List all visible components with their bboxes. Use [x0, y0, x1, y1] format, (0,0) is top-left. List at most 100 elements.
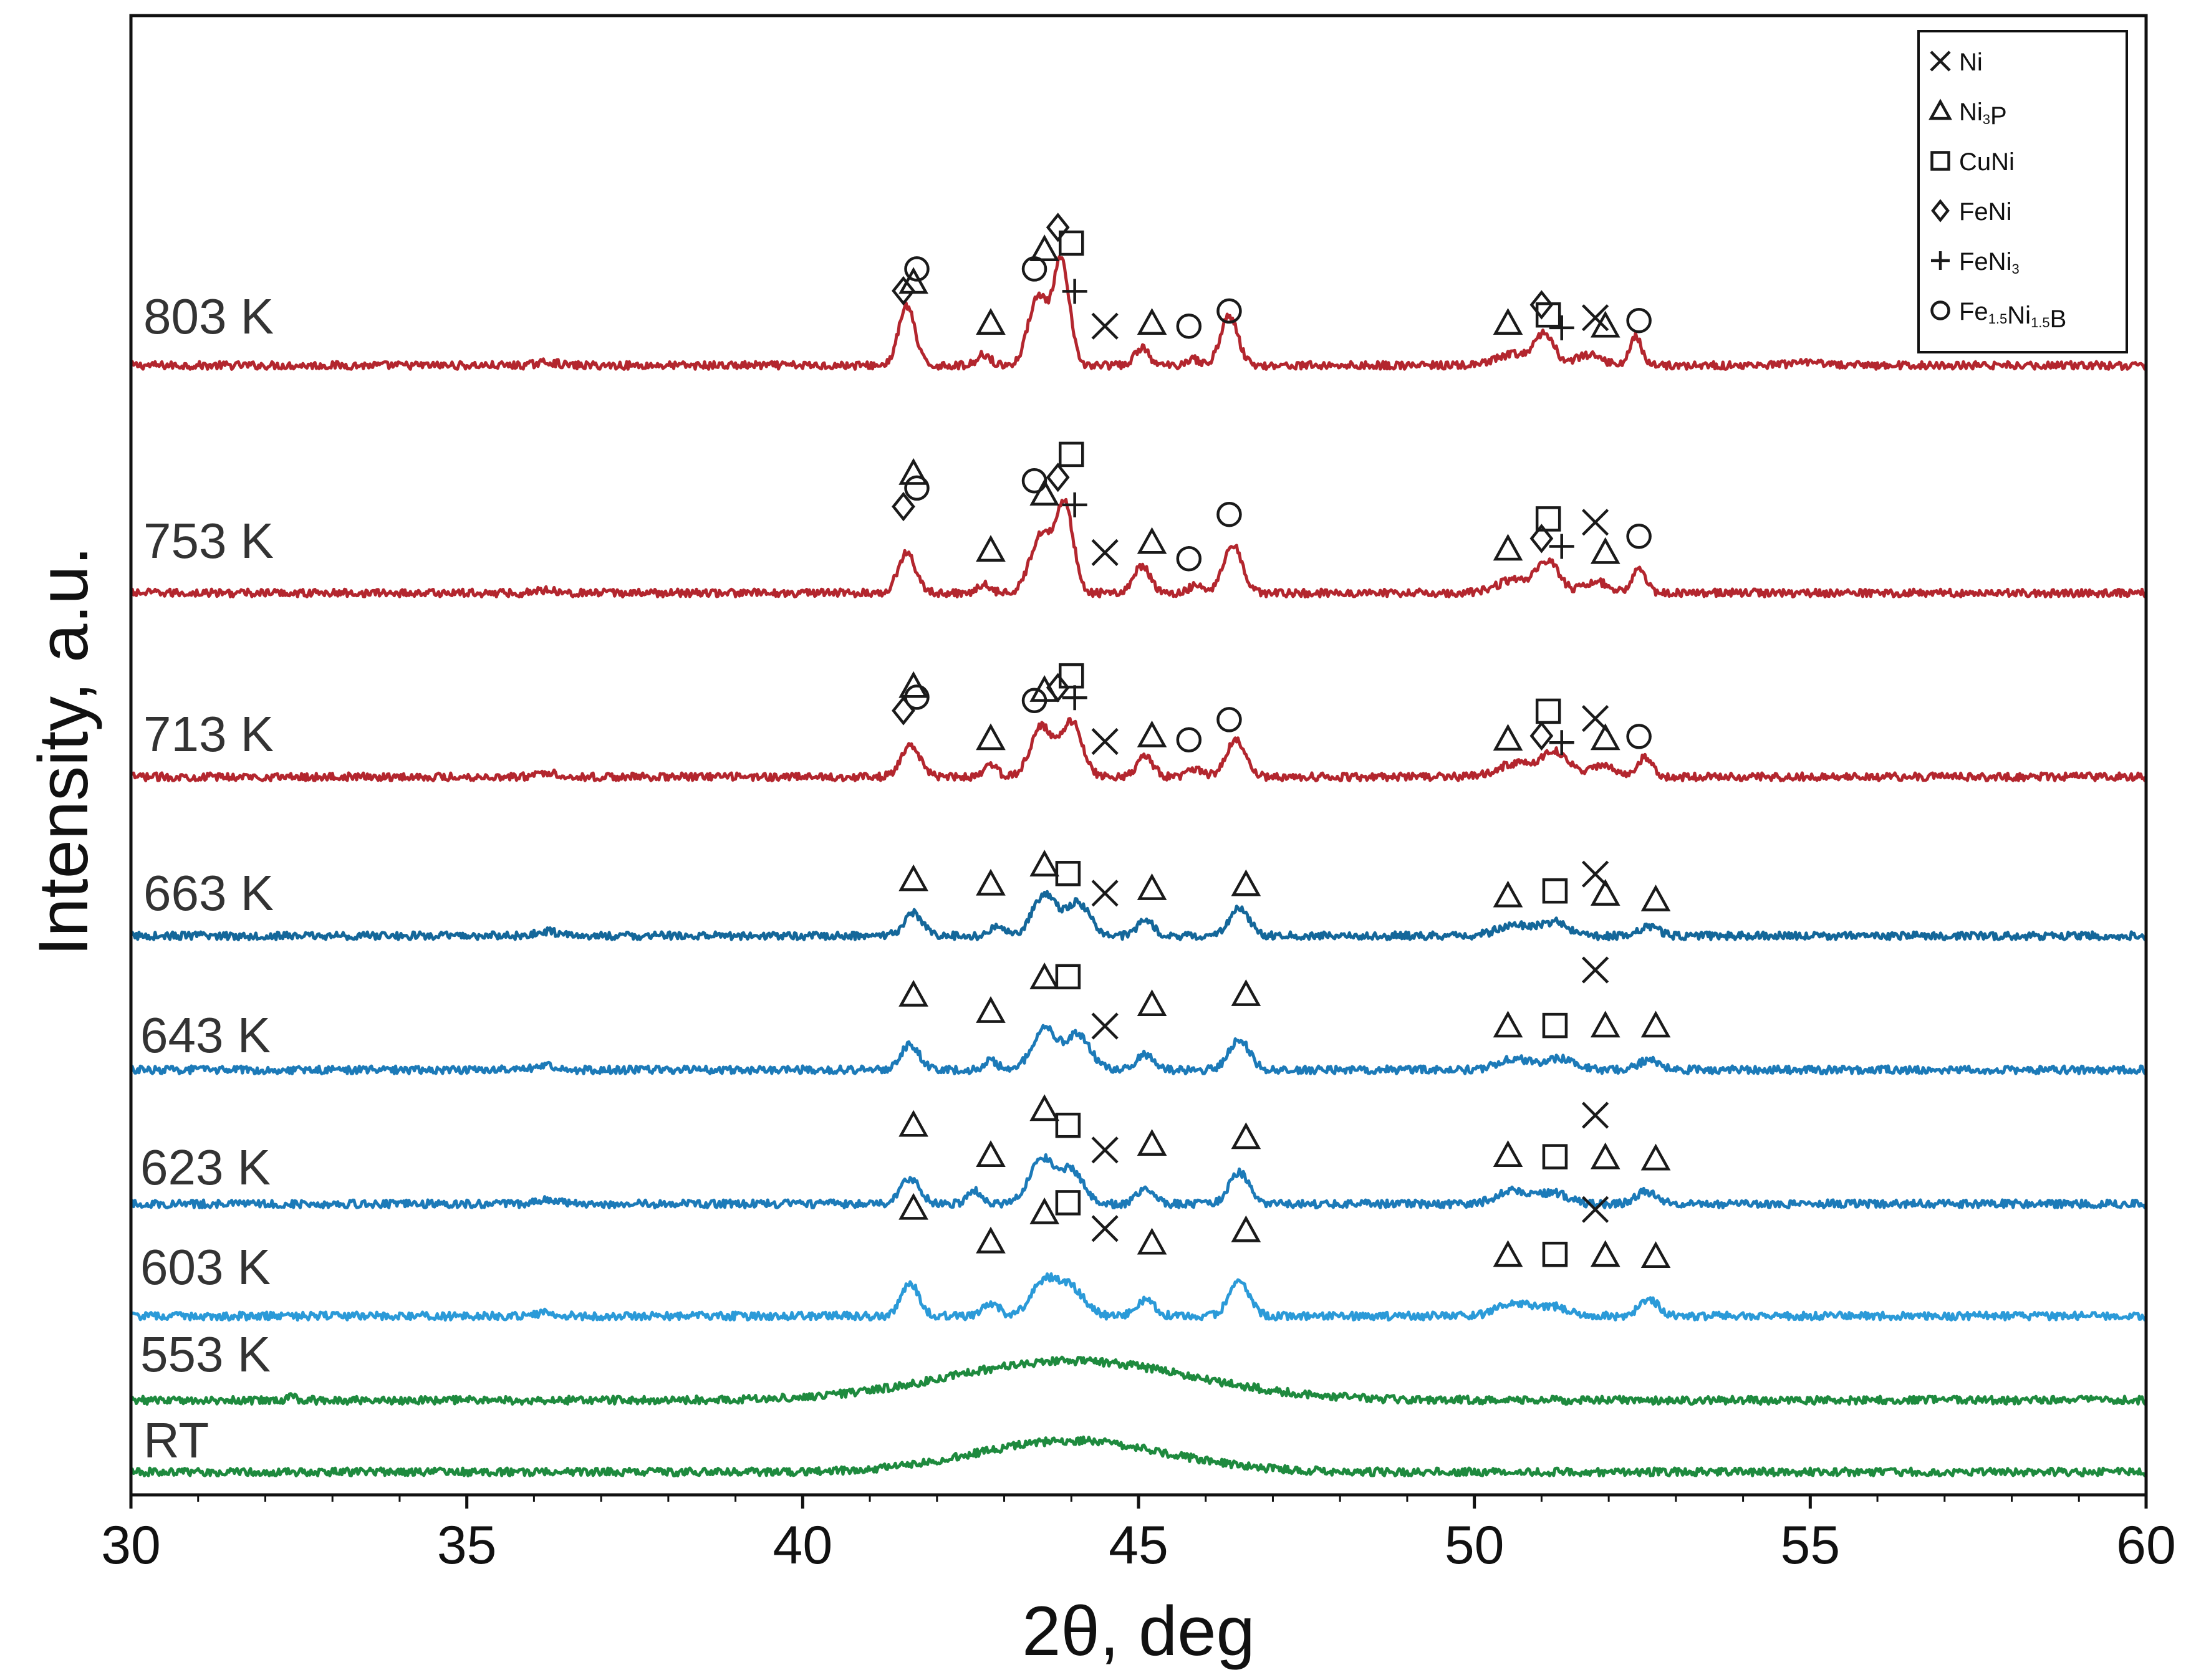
trace-label: 623 K	[140, 1140, 271, 1195]
feni-marker	[1046, 673, 1070, 703]
ni3p-marker	[1137, 308, 1167, 335]
feni3-marker	[1062, 492, 1087, 517]
cuni-marker	[1542, 1241, 1568, 1267]
x-tick-label: 35	[437, 1515, 497, 1575]
ni3p-marker	[1590, 878, 1620, 906]
trace-rt	[130, 1435, 2148, 1477]
ni3p-marker	[1493, 1240, 1523, 1267]
trace-713-k	[129, 717, 2148, 782]
fe15ni15b-marker	[1176, 727, 1202, 753]
fe15ni15b-marker	[1176, 546, 1202, 572]
ni3p-marker	[1493, 724, 1523, 751]
feni3-marker	[1062, 279, 1087, 304]
cuni-marker	[1059, 663, 1084, 689]
legend-marker-triangle	[1929, 98, 1952, 120]
ni3p-marker	[1231, 869, 1261, 896]
feni-marker	[1529, 290, 1554, 320]
ni-marker	[1091, 1136, 1119, 1164]
ni-marker	[1581, 304, 1609, 332]
trace-553-k	[130, 1355, 2148, 1406]
ni3p-marker	[1029, 1094, 1059, 1121]
ni3p-marker	[1640, 1010, 1671, 1038]
cuni-marker	[1055, 1112, 1081, 1138]
x-tick-label: 40	[773, 1515, 832, 1575]
fe15ni15b-marker	[1176, 313, 1202, 339]
legend-marker-circle	[1930, 300, 1950, 320]
ni3p-marker	[976, 723, 1006, 751]
ni3p-marker	[1137, 1129, 1167, 1156]
ni3p-marker	[976, 868, 1006, 896]
ni3p-marker	[1493, 880, 1523, 908]
trace-643-k	[130, 1024, 2148, 1075]
ni3p-marker	[1590, 1010, 1620, 1038]
feni-marker	[892, 696, 915, 726]
trace-label: 663 K	[143, 865, 274, 921]
fe15ni15b-marker	[1626, 307, 1652, 334]
ni-marker	[1581, 1196, 1609, 1223]
ni3p-marker	[976, 1140, 1006, 1168]
feni-marker	[1046, 463, 1070, 492]
cuni-marker	[1055, 1190, 1081, 1216]
feni-marker	[1046, 213, 1070, 242]
ni-marker	[1091, 880, 1119, 907]
ni3p-marker	[898, 1193, 928, 1220]
ni3p-marker	[1231, 1215, 1261, 1242]
ni3p-marker	[1640, 884, 1671, 911]
fe15ni15b-marker	[904, 684, 930, 710]
ni-marker	[1581, 1102, 1609, 1129]
ni3p-marker	[1137, 989, 1167, 1017]
ni3p-marker	[1590, 310, 1620, 338]
ni3p-marker	[1493, 308, 1523, 335]
ni-marker	[1091, 539, 1119, 566]
x-tick-label: 50	[1445, 1515, 1505, 1575]
feni-marker	[1529, 524, 1554, 554]
legend-label: Fe1.5Ni1.5B	[1959, 298, 2066, 333]
legend-marker-plus	[1931, 251, 1950, 270]
trace-753-k	[129, 497, 2148, 598]
legend-marker-x	[1930, 50, 1951, 72]
feni3-marker	[1549, 730, 1574, 756]
ni3p-marker	[898, 979, 928, 1007]
x-tick-label: 30	[101, 1515, 161, 1575]
ni3p-marker	[1493, 1140, 1523, 1168]
cuni-marker	[1542, 1012, 1568, 1039]
legend-marker-diamond	[1931, 199, 1950, 223]
cuni-marker	[1059, 441, 1084, 468]
ni3p-marker	[1137, 527, 1167, 554]
ni3p-marker	[976, 996, 1006, 1023]
ni-marker	[1581, 509, 1609, 536]
ni3p-marker	[1590, 1240, 1620, 1267]
fe15ni15b-marker	[1216, 707, 1242, 732]
phase-markers-layer	[892, 213, 1671, 1269]
ni3p-marker	[1493, 1010, 1523, 1038]
ni3p-marker	[1029, 850, 1059, 877]
feni-marker	[892, 491, 915, 522]
feni-marker	[892, 276, 915, 306]
ni3p-marker	[1493, 534, 1523, 561]
fe15ni15b-marker	[1626, 724, 1652, 749]
trace-label: 753 K	[143, 513, 274, 569]
fe15ni15b-marker	[904, 475, 930, 501]
ni3p-marker	[1029, 479, 1059, 506]
legend-label: FeNi	[1959, 198, 2011, 226]
traces-layer	[129, 255, 2148, 1477]
x-tick-label: 60	[2116, 1515, 2176, 1575]
cuni-marker	[1542, 1144, 1568, 1169]
feni-marker	[1529, 721, 1554, 751]
ni3p-marker	[1590, 537, 1620, 564]
cuni-marker	[1059, 230, 1084, 256]
ni3p-marker	[976, 1226, 1006, 1254]
trace-labels-layer: 803 K 753 K 713 K 663 K 643 K 623 K 603 K 553 K…	[140, 289, 274, 1468]
cuni-marker	[1535, 302, 1561, 328]
legend-label: FeNi3	[1959, 248, 2020, 277]
trace-label: 553 K	[140, 1327, 271, 1382]
feni3-marker	[1549, 534, 1574, 559]
feni3-marker	[1062, 685, 1087, 711]
plot-frame	[129, 14, 2148, 1497]
ni3p-marker	[1137, 720, 1167, 747]
x-axis-title: 2θ, deg	[1022, 1592, 1255, 1670]
legend-label: Ni3P	[1959, 98, 2007, 130]
fe15ni15b-marker	[1216, 298, 1242, 324]
trace-623-k	[130, 1153, 2148, 1209]
